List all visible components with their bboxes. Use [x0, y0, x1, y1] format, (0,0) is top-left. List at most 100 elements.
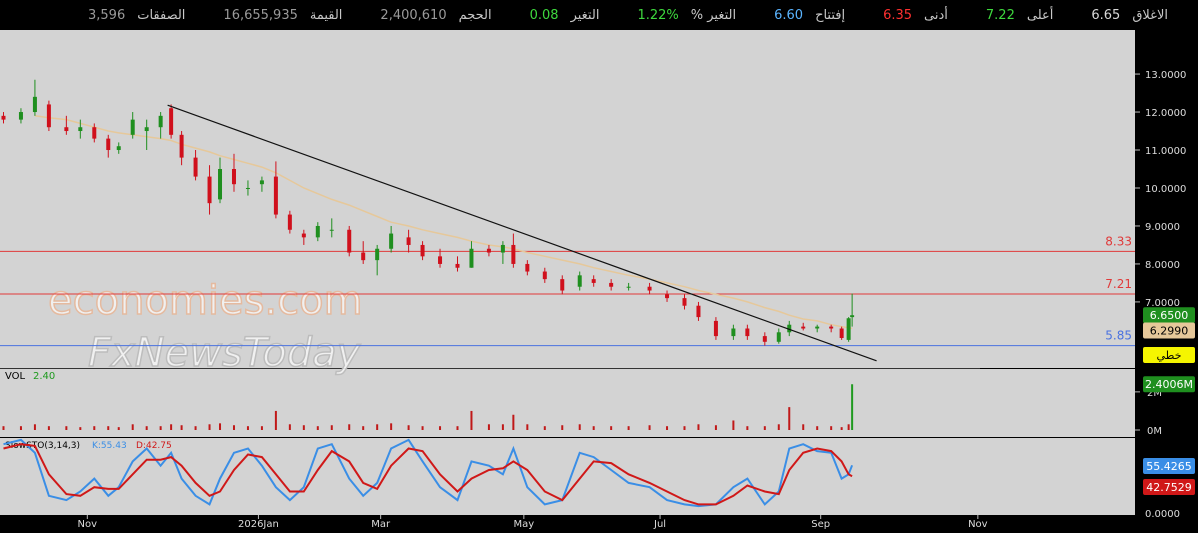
- candle-body: [787, 324, 792, 333]
- volume-bar: [487, 424, 490, 430]
- y-tick-label: 2M: [1147, 388, 1162, 399]
- candle-body: [577, 275, 582, 287]
- candle-body: [389, 233, 394, 249]
- stat: الاغلاق 6.65: [1091, 8, 1168, 23]
- candle-body: [245, 187, 250, 189]
- y-tick-label: 11.0000: [1145, 146, 1186, 157]
- candle-body: [776, 332, 781, 342]
- trendline: [167, 104, 877, 362]
- candle-body: [420, 244, 425, 257]
- stat: الصفقات 3,596: [88, 8, 185, 23]
- stat-value: 6.60: [774, 7, 804, 23]
- volume-bar: [592, 426, 595, 430]
- volume-bar: [543, 426, 546, 430]
- candle-body: [375, 248, 380, 261]
- stat-value: 6.35: [883, 7, 913, 23]
- volume-bar: [260, 426, 263, 430]
- watermark: economies.com: [48, 278, 363, 324]
- volume-bar: [666, 426, 669, 430]
- candle-body: [591, 279, 596, 283]
- price-panel: [0, 30, 1135, 368]
- volume-bar: [145, 426, 148, 430]
- volume-bar: [788, 407, 791, 430]
- candle-body: [179, 134, 184, 158]
- candle-body: [218, 168, 223, 200]
- volume-bar: [180, 425, 183, 430]
- volume-last-box: [1143, 376, 1195, 393]
- candle-body: [1, 115, 6, 120]
- volume-panel: [0, 369, 1135, 437]
- style-box: [1143, 347, 1195, 363]
- candle-body: [32, 96, 37, 113]
- volume-bar: [93, 426, 96, 430]
- stoch-title: SlowSTO(3,14,3): [5, 441, 80, 451]
- volume-bar: [439, 426, 442, 430]
- candle-body: [116, 146, 121, 151]
- volume-bar: [362, 426, 365, 430]
- candle-body: [193, 157, 198, 177]
- candle-body: [46, 104, 51, 128]
- candle-body: [169, 108, 174, 135]
- candle-body: [846, 318, 851, 340]
- candle-body: [158, 115, 163, 128]
- y-tick-label: 12.0000: [1145, 108, 1186, 119]
- chart: economies.com FxNewsToday 7.0000 8.0000 9.00…: [0, 30, 1198, 533]
- volume-bar: [561, 425, 564, 430]
- x-tick-label: 2026Jan: [238, 519, 279, 530]
- level-label: 7.21: [1105, 277, 1132, 291]
- volume-bar: [627, 426, 630, 430]
- candle-body: [469, 248, 474, 268]
- x-tick-label: Sep: [811, 519, 830, 530]
- stat-value: 0.08: [529, 7, 559, 23]
- volume-bar: [288, 424, 291, 430]
- volume-bar: [610, 426, 613, 430]
- volume-bar: [732, 420, 735, 430]
- candle-body: [647, 286, 652, 291]
- last-price-box: [1143, 307, 1195, 324]
- x-tick-label: Jul: [653, 519, 666, 530]
- volume-bar: [407, 425, 410, 430]
- candle-body: [207, 176, 212, 204]
- chart-style: خطي: [1157, 349, 1182, 362]
- volume-bar: [470, 410, 473, 430]
- candle-body: [731, 328, 736, 337]
- candle-body: [406, 237, 411, 245]
- stat-value: 1.22%: [637, 7, 679, 23]
- level-label: 8.33: [1105, 234, 1132, 248]
- candle-body: [18, 112, 23, 120]
- volume-bar: [376, 424, 379, 430]
- stat-label: القيمة: [309, 7, 343, 23]
- stat: الحجم 2,400,610: [380, 8, 491, 23]
- stats-bar: الاغلاق 6.65 أعلى 7.22 أدنى 6.35 إفتتاح 6.60 الت…: [0, 0, 1198, 30]
- candle-body: [64, 127, 69, 132]
- candle-body: [287, 214, 292, 230]
- y-tick-label: 8.0000: [1145, 260, 1180, 271]
- volume-bar: [456, 426, 459, 430]
- volume-bar: [851, 384, 854, 430]
- volume-bar: [390, 423, 393, 430]
- volume-title: VOL: [5, 371, 26, 382]
- volume-bar: [208, 424, 211, 430]
- ma-value-box: [1143, 322, 1195, 339]
- x-tick-label: May: [514, 519, 535, 530]
- candle-body: [455, 263, 460, 268]
- candle-body: [542, 271, 547, 280]
- volume-bar: [170, 424, 173, 430]
- candle-body: [106, 138, 111, 151]
- volume-bar: [330, 425, 333, 430]
- volume-bar: [348, 424, 351, 430]
- stat-label: التغير %: [690, 7, 737, 23]
- volume-bar: [746, 426, 749, 430]
- candle-body: [525, 263, 530, 272]
- volume-bar: [840, 427, 843, 430]
- x-axis-bg: [0, 515, 1135, 533]
- volume-bar: [117, 427, 120, 430]
- y-tick-label: 0M: [1147, 426, 1162, 437]
- volume-bar: [107, 426, 110, 430]
- candle-body: [347, 229, 352, 253]
- stat-label: إفتتاح: [815, 7, 846, 23]
- stoch-d-last: 42.7529: [1146, 481, 1192, 494]
- moving-average: [34, 115, 853, 330]
- volume-bar: [302, 425, 305, 430]
- stoch-d: [3, 443, 853, 506]
